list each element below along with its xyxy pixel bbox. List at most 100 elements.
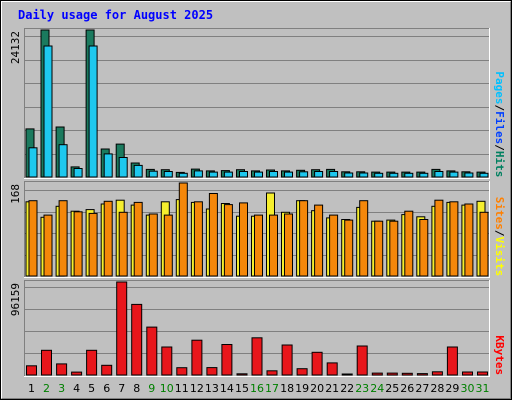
bar-kbytes-day-17 <box>266 370 278 376</box>
bar-kbytes-day-9 <box>146 326 158 376</box>
bar-sites-day-31 <box>479 211 489 277</box>
chart-panels: 24132Pages/Files/Hits168Sites/Visits9615… <box>9 28 506 377</box>
bar-files-day-21 <box>329 171 339 178</box>
bar-files-day-4 <box>73 168 83 178</box>
bar-sites-day-18 <box>284 213 293 277</box>
bar-kbytes-day-24 <box>371 372 383 376</box>
bar-files-day-1 <box>28 147 38 178</box>
bar-kbytes-day-14 <box>221 344 233 376</box>
legend-entry-0: Sites <box>493 197 506 230</box>
bar-sites-day-24 <box>374 220 384 277</box>
bar-kbytes-day-4 <box>71 371 83 376</box>
x-tick-label-day-9: 9 <box>148 382 155 395</box>
x-tick-label-day-26: 26 <box>400 382 414 395</box>
bar-kbytes-day-20 <box>311 351 323 376</box>
x-tick-label-day-24: 24 <box>370 382 384 395</box>
x-tick-label-day-29: 29 <box>445 382 459 395</box>
bar-kbytes-day-1 <box>26 365 37 376</box>
panel-kbytes: 96159 KBytes <box>9 280 506 377</box>
bar-sites-day-9 <box>148 213 158 277</box>
x-tick-label-day-21: 21 <box>325 382 339 395</box>
bar-files-day-28 <box>434 171 444 178</box>
x-tick-label-day-12: 12 <box>190 382 204 395</box>
x-tick-label-day-8: 8 <box>133 382 140 395</box>
bar-kbytes-day-7 <box>116 281 128 376</box>
bar-sites-day-25 <box>389 220 399 277</box>
bar-files-day-26 <box>404 172 414 178</box>
bar-files-day-16 <box>254 171 263 178</box>
x-tick-label-day-14: 14 <box>220 382 234 395</box>
x-tick-label-day-19: 19 <box>295 382 309 395</box>
x-tick-label-day-4: 4 <box>73 382 80 395</box>
bar-sites-day-20 <box>314 204 324 277</box>
x-tick-label-day-27: 27 <box>415 382 429 395</box>
legend: KBytes <box>493 335 506 375</box>
bar-files-day-12 <box>193 170 203 178</box>
bar-files-day-25 <box>389 172 399 178</box>
y-axis-max-label: 168 <box>9 184 22 204</box>
bar-sites-day-30 <box>464 203 474 277</box>
bar-files-day-23 <box>359 172 369 178</box>
x-tick-label-day-28: 28 <box>430 382 444 395</box>
bar-files-day-11 <box>178 172 188 178</box>
bar-sites-day-27 <box>419 219 429 277</box>
x-tick-label-day-3: 3 <box>58 382 65 395</box>
bar-sites-day-11 <box>178 182 188 277</box>
bar-kbytes-day-19 <box>296 368 308 376</box>
bar-kbytes-day-29 <box>446 346 458 376</box>
bar-files-day-14 <box>223 171 233 178</box>
bar-files-day-6 <box>103 153 113 178</box>
x-tick-label-day-18: 18 <box>280 382 294 395</box>
bar-kbytes-day-23 <box>356 345 368 376</box>
x-tick-label-day-7: 7 <box>118 382 125 395</box>
bar-kbytes-day-26 <box>401 372 413 376</box>
legend-entry-1: / <box>493 230 506 237</box>
bar-sites-day-28 <box>434 199 444 277</box>
bar-files-day-7 <box>118 157 128 178</box>
bar-files-day-30 <box>464 172 474 178</box>
bar-files-day-19 <box>299 171 309 178</box>
bar-files-day-22 <box>344 172 354 178</box>
bar-kbytes-day-18 <box>281 344 293 376</box>
bar-sites-day-6 <box>103 200 113 277</box>
bar-kbytes-day-13 <box>206 367 218 376</box>
bar-files-day-2 <box>43 45 53 178</box>
legend-entry-3: / <box>493 144 506 151</box>
chart-title: Daily usage for August 2025 <box>18 8 213 22</box>
bar-files-day-9 <box>148 170 158 178</box>
x-tick-label-day-30: 30 <box>461 382 475 395</box>
x-tick-label-day-22: 22 <box>340 382 354 395</box>
bar-files-day-18 <box>284 171 293 178</box>
bar-kbytes-day-11 <box>176 367 188 376</box>
x-tick-label-day-15: 15 <box>235 382 249 395</box>
legend: Pages/Files/Hits <box>493 71 506 177</box>
y-axis-max-label: 96159 <box>9 283 22 316</box>
bar-sites-day-23 <box>359 200 369 277</box>
bar-kbytes-day-16 <box>251 337 263 376</box>
bar-sites-day-17 <box>269 214 278 277</box>
bar-kbytes-day-22 <box>341 373 353 376</box>
bar-kbytes-day-25 <box>386 372 398 376</box>
bar-sites-day-10 <box>163 214 173 277</box>
x-tick-label-day-5: 5 <box>88 382 95 395</box>
y-axis-max-label: 24132 <box>9 31 22 64</box>
bar-files-day-13 <box>208 171 218 178</box>
panel-hits-files: 24132 Pages/Files/Hits <box>9 28 506 179</box>
bar-files-day-24 <box>374 172 384 178</box>
bar-sites-day-8 <box>133 201 143 277</box>
bar-kbytes-day-5 <box>86 349 98 376</box>
legend-entry-1: / <box>493 105 506 112</box>
legend-entry-0: KBytes <box>493 335 506 375</box>
bar-kbytes-day-21 <box>326 362 338 376</box>
x-tick-label-day-23: 23 <box>355 382 369 395</box>
bar-files-day-10 <box>163 171 173 178</box>
legend-entry-2: Visits <box>493 237 506 277</box>
x-tick-label-day-11: 11 <box>175 382 189 395</box>
bar-kbytes-day-15 <box>236 373 248 376</box>
bar-sites-day-22 <box>344 219 354 277</box>
x-tick-label-day-1: 1 <box>28 382 35 395</box>
bar-files-day-20 <box>314 171 324 178</box>
bar-sites-day-29 <box>449 201 459 277</box>
bar-kbytes-day-10 <box>161 346 173 376</box>
bar-kbytes-day-31 <box>477 371 488 376</box>
